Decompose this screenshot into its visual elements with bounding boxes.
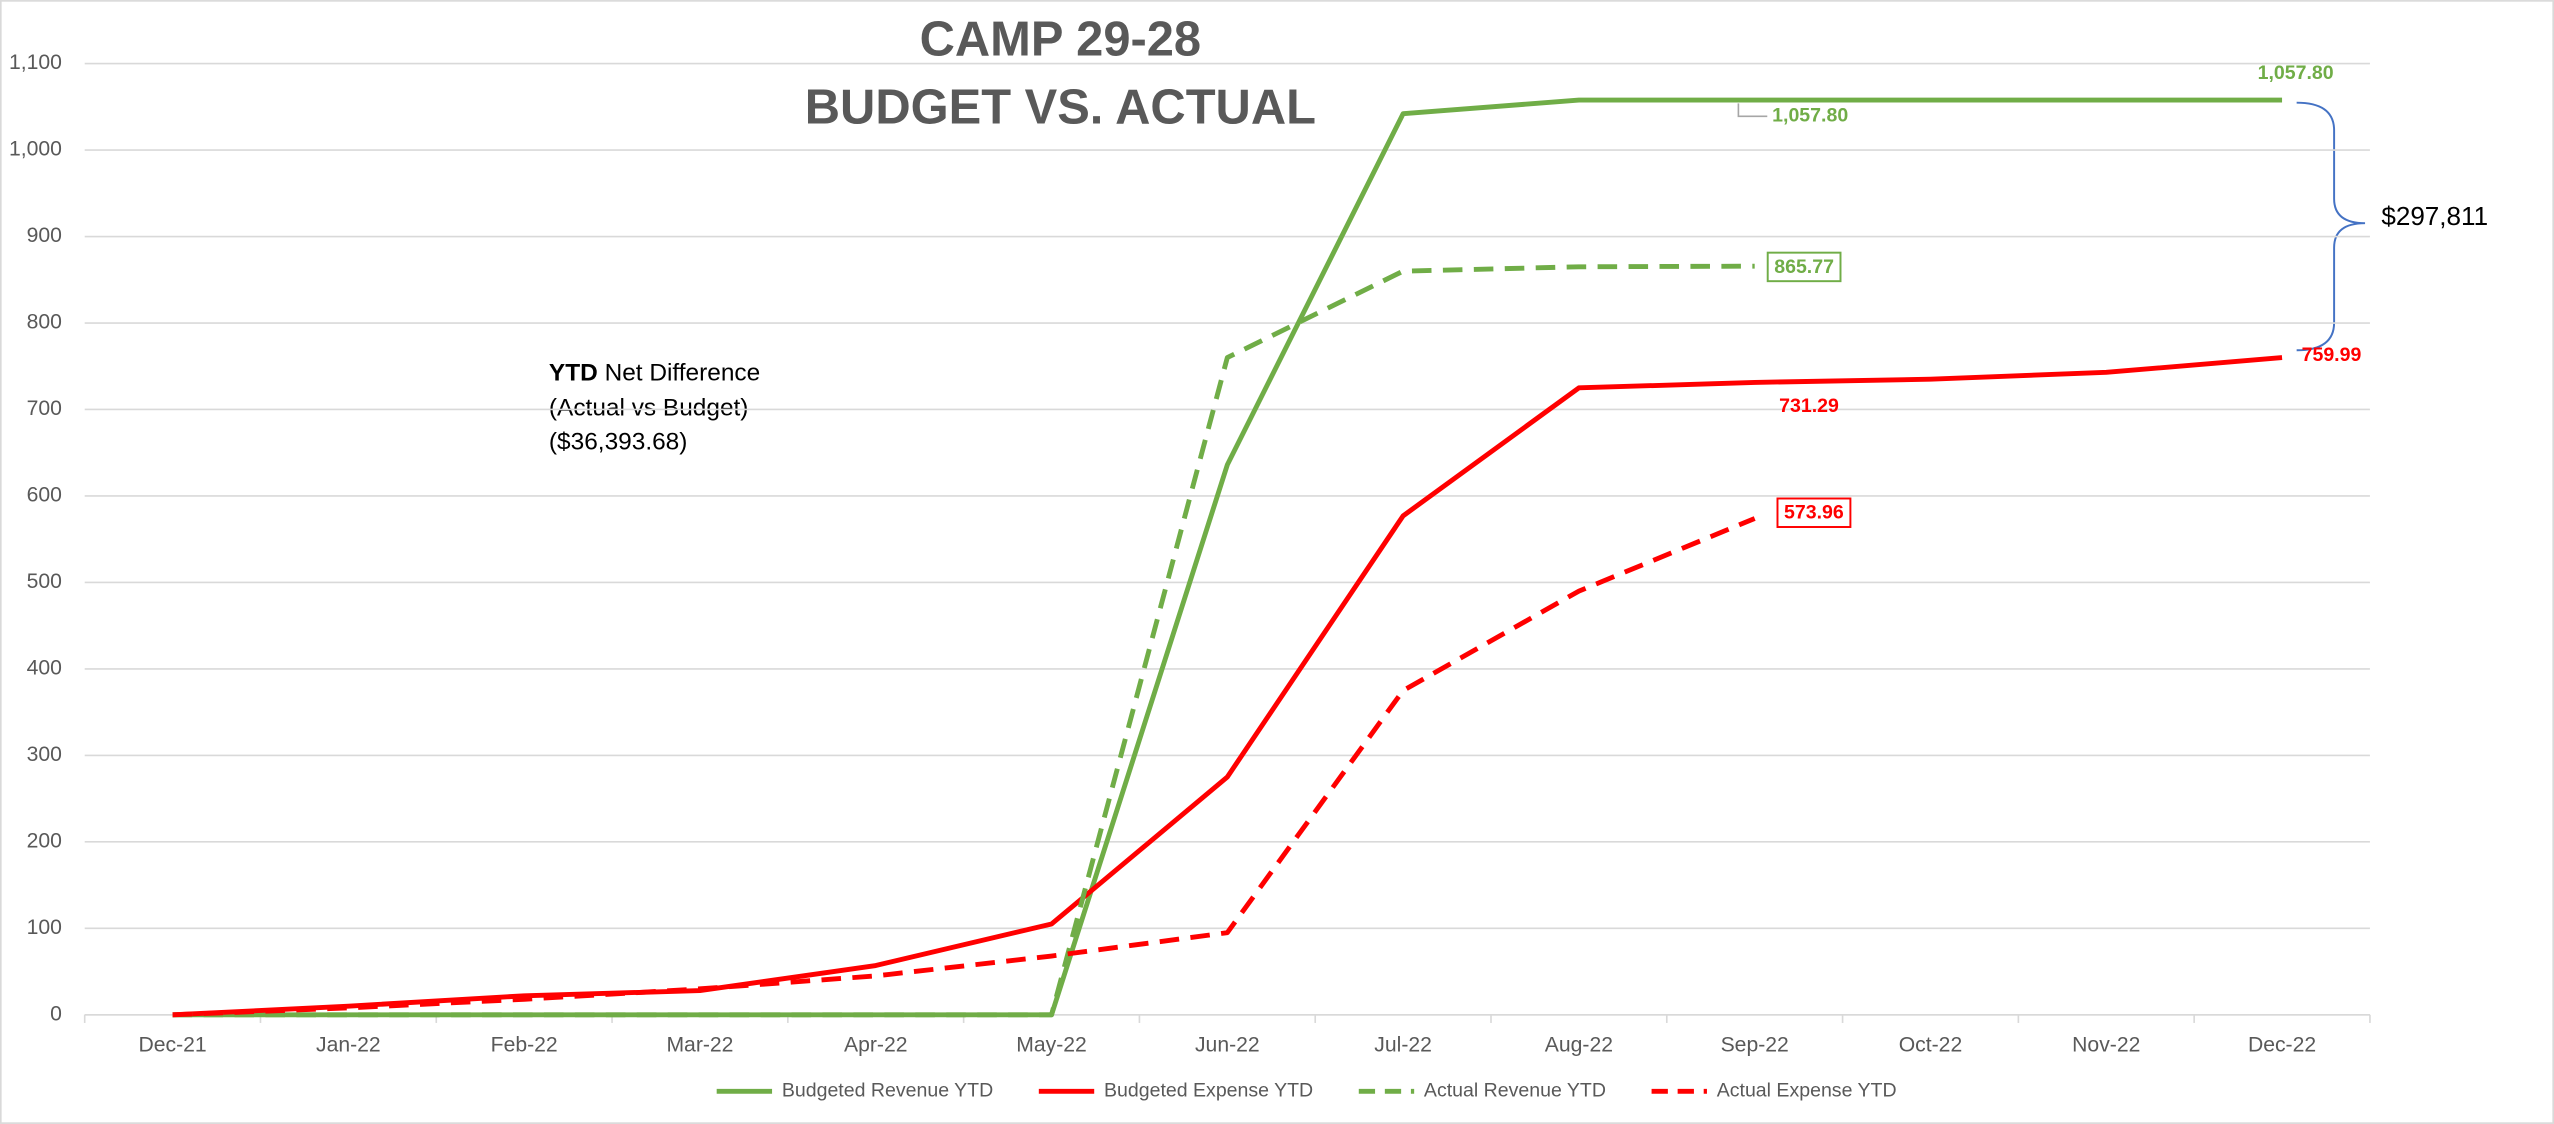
x-tick-label: Feb-22 <box>491 1033 558 1056</box>
x-tick-label: Jun-22 <box>1195 1033 1260 1056</box>
x-tick-label: Aug-22 <box>1545 1033 1613 1056</box>
y-tick-label: 1,100 <box>9 51 62 74</box>
data-label-group: 573.96 <box>1776 497 1852 528</box>
y-tick-label: 900 <box>27 224 62 247</box>
y-tick-label: 100 <box>27 916 62 939</box>
x-tick-label: Jul-22 <box>1374 1033 1432 1056</box>
data-label-group: 865.77 <box>1766 251 1842 283</box>
annotation: ($36,393.68) <box>549 429 688 456</box>
x-tick-label: Apr-22 <box>844 1033 908 1056</box>
x-tick-label: Sep-22 <box>1721 1033 1789 1056</box>
x-tick-label: May-22 <box>1016 1033 1087 1056</box>
data-label-group: 731.29 <box>1779 395 1839 417</box>
data-label: 865.77 <box>1774 256 1834 278</box>
x-tick-label: Jan-22 <box>316 1033 381 1056</box>
y-tick-label: 600 <box>27 484 62 507</box>
y-tick-label: 400 <box>27 657 62 680</box>
y-tick-label: 200 <box>27 829 62 852</box>
annotation: YTD Net Difference <box>549 360 760 387</box>
y-tick-label: 800 <box>27 311 62 334</box>
data-label: 731.29 <box>1779 395 1839 417</box>
legend-label: Actual Revenue YTD <box>1424 1080 1606 1102</box>
data-label-box <box>1776 497 1852 528</box>
legend-label: Actual Expense YTD <box>1717 1080 1897 1102</box>
y-tick-label: 500 <box>27 570 62 593</box>
x-tick-label: Dec-22 <box>2248 1033 2316 1056</box>
y-tick-label: 1,000 <box>9 138 62 161</box>
annotation: (Actual vs Budget) <box>549 394 749 421</box>
data-label: 1,057.80 <box>2258 62 2334 84</box>
annotation-bold: YTD <box>549 360 598 387</box>
data-label-box <box>1766 251 1842 283</box>
series-line <box>172 516 1756 1018</box>
annotation: $297,811 <box>2381 201 2488 231</box>
y-tick-label: 0 <box>50 1002 62 1025</box>
data-label: 759.99 <box>2302 344 2362 366</box>
annotation-text: Net Difference <box>605 360 761 387</box>
legend-label: Budgeted Expense YTD <box>1104 1080 1313 1102</box>
series-line <box>172 355 2283 1018</box>
brace <box>2296 101 2366 352</box>
leader-line <box>1737 103 1768 118</box>
data-label: 1,057.80 <box>1772 105 1848 127</box>
legend-label: Budgeted Revenue YTD <box>782 1080 993 1102</box>
chart-title: CAMP 29-28 <box>920 12 1202 66</box>
y-tick-label: 700 <box>27 397 62 420</box>
x-tick-label: Mar-22 <box>666 1033 733 1056</box>
data-label-group: 1,057.80 <box>1737 103 1848 127</box>
y-tick-label: 300 <box>27 743 62 766</box>
data-label-group: 1,057.80 <box>2258 62 2334 84</box>
data-label: 573.96 <box>1784 502 1844 524</box>
x-tick-label: Nov-22 <box>2072 1033 2140 1056</box>
x-tick-label: Oct-22 <box>1899 1033 1962 1056</box>
data-label-group: 759.99 <box>2302 344 2362 366</box>
x-tick-label: Dec-21 <box>138 1033 206 1056</box>
series-line <box>172 263 1755 1018</box>
chart-subtitle: BUDGET VS. ACTUAL <box>805 81 1316 135</box>
